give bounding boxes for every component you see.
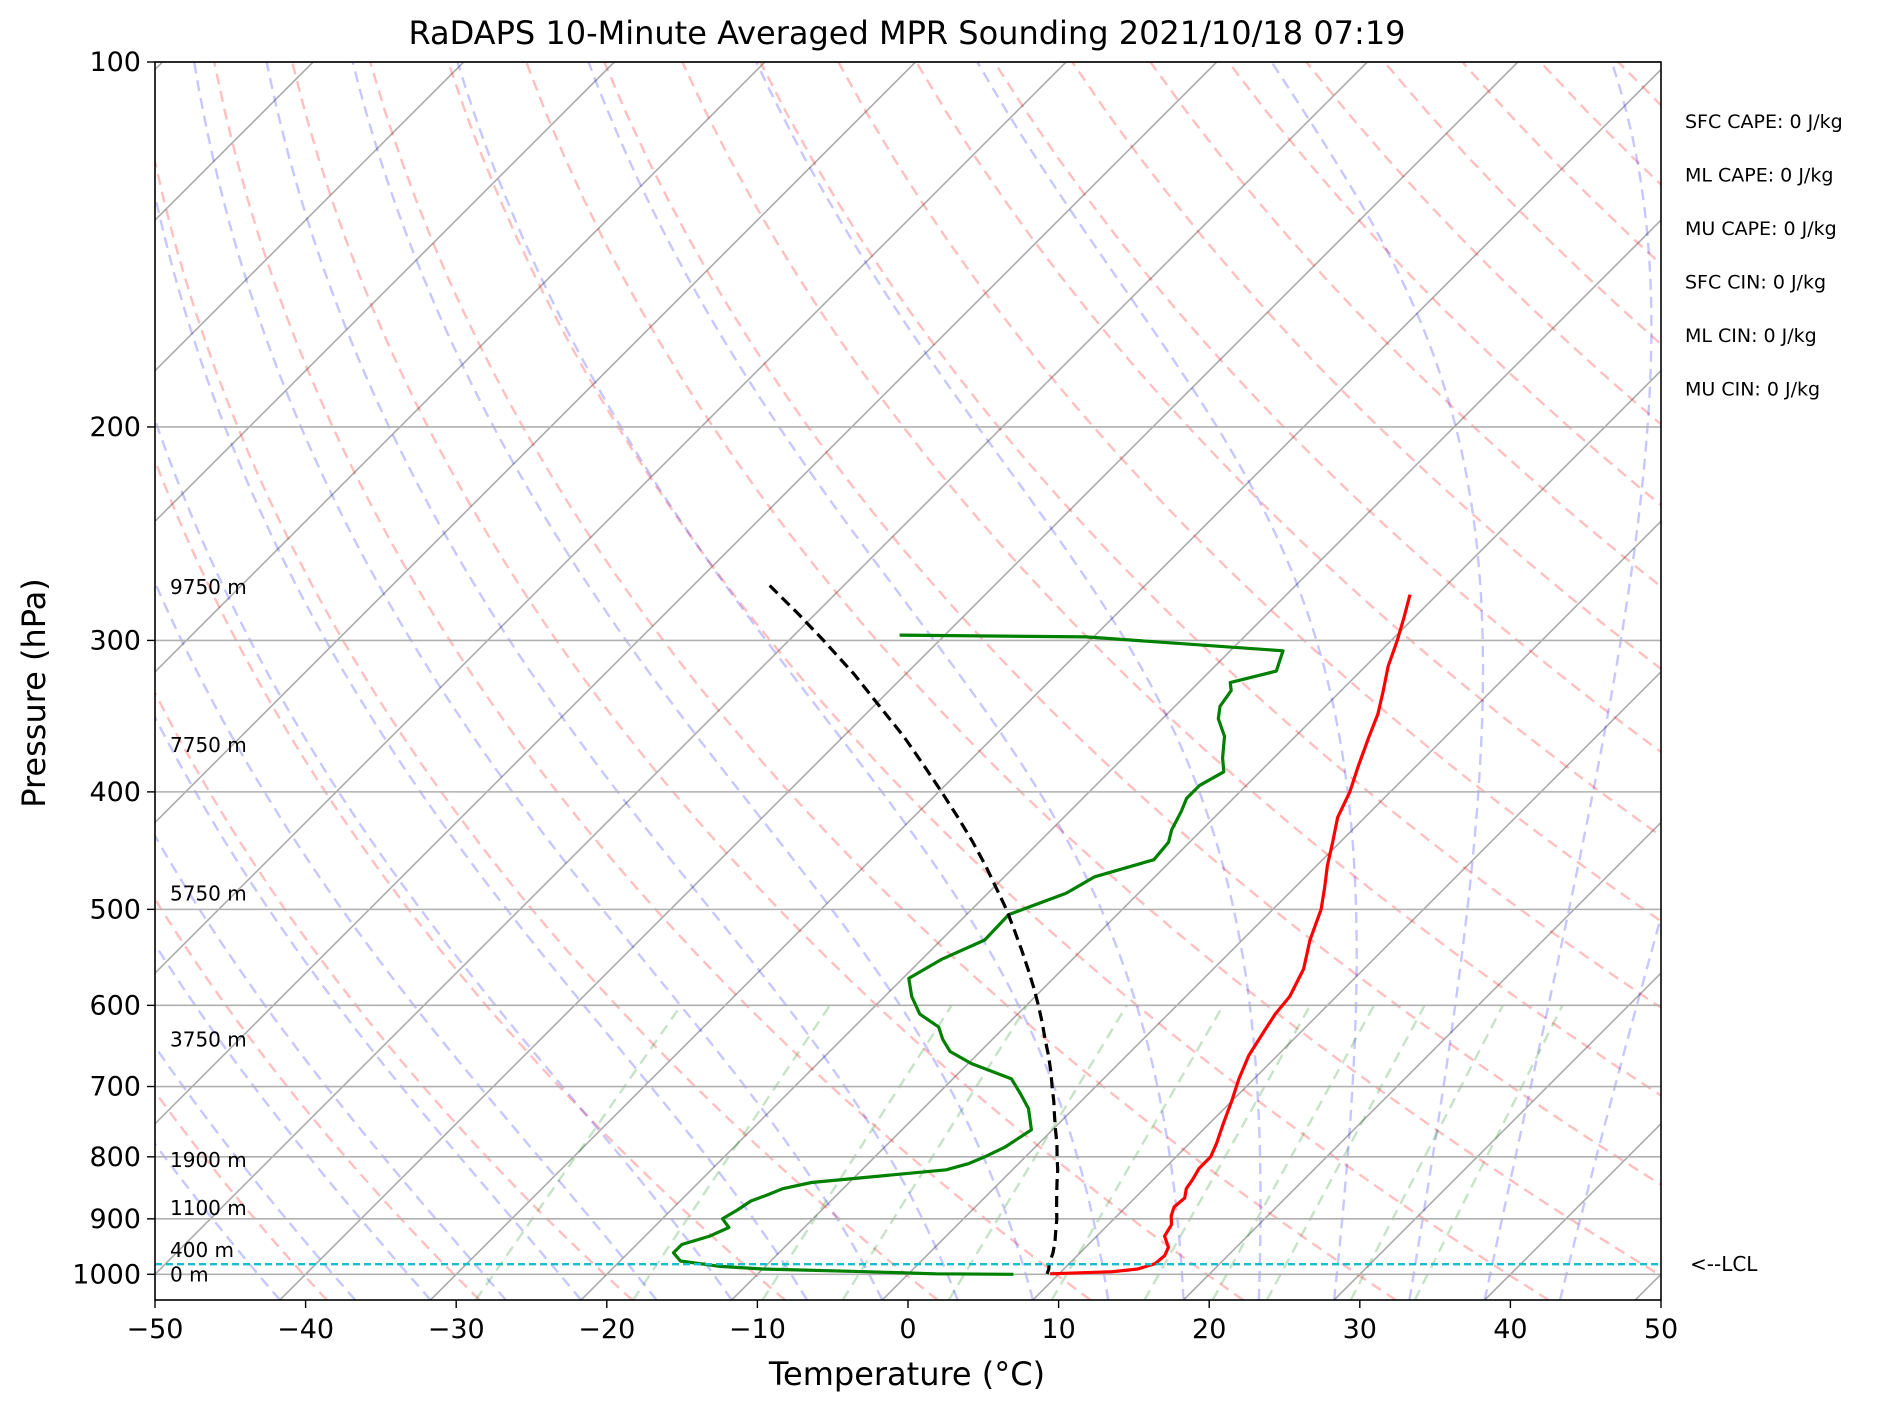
moist-adiabat-line — [1272, 62, 1483, 1300]
height-label: 1100 m — [170, 1196, 247, 1220]
dry-adiabat-line — [136, 62, 938, 1300]
y-tick-label: 500 — [89, 894, 141, 925]
y-tick-label: 100 — [89, 47, 141, 78]
isotherm-line — [1033, 62, 1882, 1300]
dry-adiabat-line — [1072, 62, 1882, 1300]
dry-adiabat-line — [1618, 62, 1882, 1300]
height-label: 7750 m — [170, 733, 247, 757]
mixing-ratio-line — [843, 1005, 1027, 1300]
dry-adiabat-line — [604, 62, 1854, 1300]
x-tick-label: 20 — [1192, 1314, 1226, 1345]
height-label: 0 m — [170, 1262, 209, 1286]
isotherm-line — [129, 62, 1367, 1300]
dry-adiabat-line — [1696, 62, 1882, 1300]
x-tick-label: 30 — [1343, 1314, 1377, 1345]
isotherm-line — [0, 62, 614, 1300]
mixing-ratio-line — [1213, 1005, 1374, 1300]
y-tick-label: 1000 — [72, 1259, 141, 1290]
parameter-label: ML CAPE: 0 J/kg — [1685, 165, 1833, 187]
isotherm-line — [0, 62, 12, 1300]
moist-adiabat-line — [0, 62, 431, 1300]
lcl-label: <--LCL — [1690, 1252, 1758, 1276]
y-tick-label: 300 — [89, 625, 141, 656]
isotherm-line — [431, 62, 1669, 1300]
isotherm-line — [882, 62, 1882, 1300]
height-label: 3750 m — [170, 1027, 247, 1051]
parameter-label: MU CAPE: 0 J/kg — [1685, 218, 1837, 240]
parcel-line — [769, 585, 1058, 1274]
parameter-label: ML CIN: 0 J/kg — [1685, 325, 1817, 347]
isotherm-line — [0, 62, 916, 1300]
y-tick-label: 200 — [89, 412, 141, 443]
moist-adiabat-line — [76, 62, 732, 1300]
moist-adiabat-line — [756, 62, 1260, 1300]
x-tick-label: 40 — [1493, 1314, 1527, 1345]
x-tick-label: 50 — [1644, 1314, 1678, 1345]
background-lines — [0, 62, 1882, 1300]
moist-adiabat-line — [1485, 62, 1652, 1300]
moist-adiabat-line — [0, 62, 355, 1300]
moist-adiabat-line — [1560, 62, 1870, 1300]
x-tick-label: −50 — [127, 1314, 184, 1345]
moist-adiabat-line — [0, 62, 506, 1300]
dry-adiabat-line — [0, 62, 480, 1300]
moist-adiabat-line — [132, 62, 808, 1300]
y-tick-label: 700 — [89, 1072, 141, 1103]
moist-adiabat-line — [977, 62, 1356, 1300]
mixing-ratio-line — [763, 1005, 952, 1300]
dry-adiabat-line — [760, 62, 1882, 1300]
y-tick-label: 800 — [89, 1142, 141, 1173]
isotherm-line — [1485, 62, 1882, 1300]
y-axis-title: Pressure (hPa) — [15, 578, 53, 808]
mixing-ratio-line — [1267, 1005, 1425, 1300]
isotherm-line — [0, 62, 464, 1300]
dry-adiabat-line — [1150, 62, 1882, 1300]
x-tick-label: 10 — [1041, 1314, 1075, 1345]
isotherm-line — [1334, 62, 1882, 1300]
x-tick-label: −40 — [277, 1314, 334, 1345]
parameter-label: MU CIN: 0 J/kg — [1685, 379, 1820, 401]
height-label: 5750 m — [170, 881, 247, 905]
y-tick-label: 400 — [89, 777, 141, 808]
moist-adiabat-line — [589, 62, 1184, 1300]
moist-adiabat-line — [458, 62, 1109, 1300]
x-tick-label: −30 — [428, 1314, 485, 1345]
dry-adiabat-line — [1306, 62, 1882, 1300]
dry-adiabat-line — [838, 62, 1882, 1300]
height-label: 9750 m — [170, 575, 247, 599]
dry-adiabat-line — [1540, 62, 1882, 1300]
parameter-label: SFC CAPE: 0 J/kg — [1685, 111, 1843, 133]
isotherm-line — [732, 62, 1882, 1300]
y-tick-label: 900 — [89, 1204, 141, 1235]
x-tick-label: 0 — [899, 1314, 916, 1345]
parameter-label: SFC CIN: 0 J/kg — [1685, 272, 1826, 294]
dry-adiabat-line — [0, 62, 632, 1300]
isotherm-line — [0, 62, 765, 1300]
chart-title: RaDAPS 10-Minute Averaged MPR Sounding 2… — [408, 14, 1405, 52]
grid-lines — [155, 62, 1661, 1274]
isotherm-line — [1635, 62, 1882, 1300]
x-axis-title: Temperature (°C) — [768, 1355, 1045, 1393]
moist-adiabat-line — [0, 62, 581, 1300]
moist-adiabat-line — [26, 62, 657, 1300]
mixing-ratio-line — [633, 1005, 830, 1300]
height-label: 1900 m — [170, 1148, 247, 1172]
x-tick-label: −10 — [729, 1314, 786, 1345]
plot-frame — [155, 62, 1661, 1300]
height-label: 400 m — [170, 1238, 234, 1262]
y-tick-label: 600 — [89, 990, 141, 1021]
x-tick-label: −20 — [578, 1314, 635, 1345]
mixing-ratio-line — [1415, 1005, 1563, 1300]
isotherm-line — [0, 62, 1066, 1300]
isotherm-line — [280, 62, 1518, 1300]
moist-adiabat-line — [267, 62, 958, 1300]
axes: 1002003004005006007008009001000−50−40−30… — [72, 47, 1678, 1345]
isotherm-line — [1184, 62, 1882, 1300]
